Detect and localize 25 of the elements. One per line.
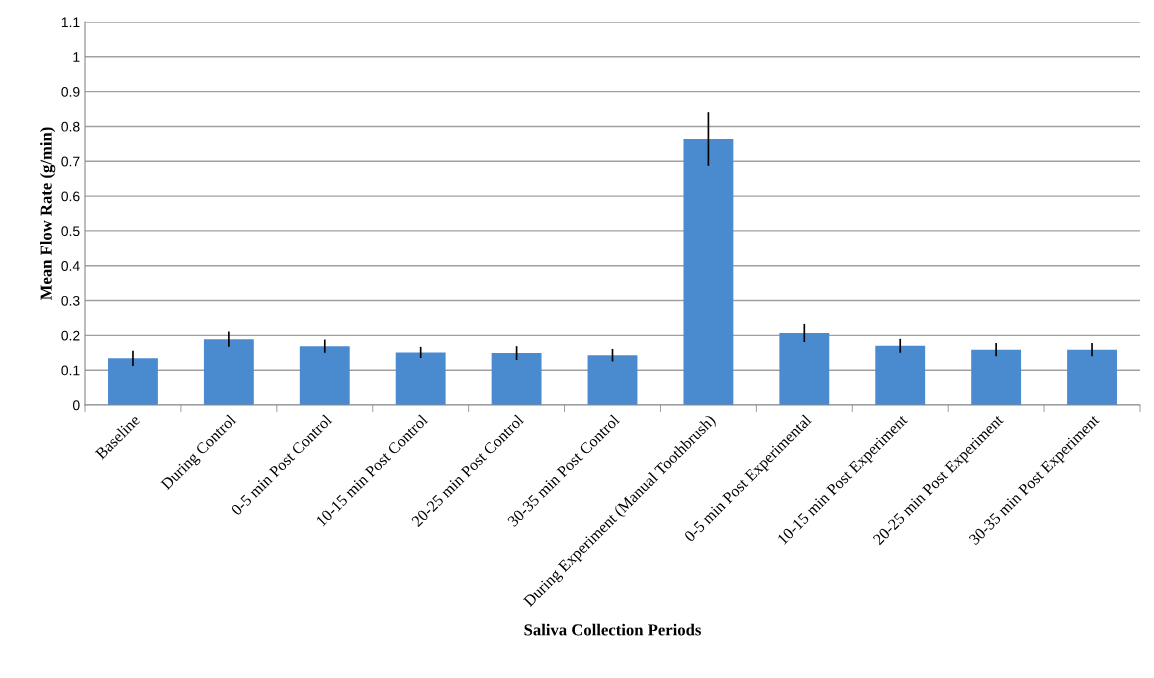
x-axis-title: Saliva Collection Periods xyxy=(524,623,701,636)
y-tick-label: 0.6 xyxy=(61,191,80,202)
y-tick-label: 0.8 xyxy=(61,121,80,132)
y-tick-label: 0.1 xyxy=(61,365,80,376)
bar xyxy=(299,346,350,405)
bar xyxy=(491,353,542,405)
bar xyxy=(971,349,1022,405)
y-axis-title: Mean Flow Rate (g/min) xyxy=(40,127,56,300)
bar xyxy=(683,138,734,405)
y-tick-label: 1.1 xyxy=(61,17,80,28)
y-tick-label: 0.9 xyxy=(61,86,80,97)
bar xyxy=(203,339,254,405)
bar xyxy=(108,358,158,405)
y-tick-label: 0.5 xyxy=(61,226,80,237)
bar xyxy=(395,352,446,405)
y-tick-label: 0.4 xyxy=(61,261,80,271)
y-tick-label: 0.2 xyxy=(61,330,80,341)
bar xyxy=(587,355,638,405)
bar xyxy=(779,332,830,405)
bar xyxy=(1067,349,1117,405)
y-tick-label: 1 xyxy=(73,52,80,62)
bar xyxy=(875,345,926,405)
y-tick-label: 0 xyxy=(72,400,80,411)
y-tick-label: 0.7 xyxy=(61,156,80,167)
y-tick-label: 0.3 xyxy=(61,295,80,306)
